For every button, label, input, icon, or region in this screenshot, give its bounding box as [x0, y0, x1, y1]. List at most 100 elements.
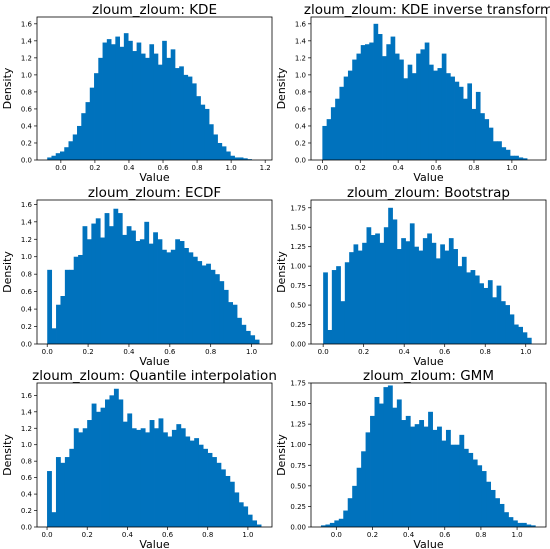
histogram-bar: [157, 64, 163, 160]
histogram-bar: [331, 270, 337, 344]
y-axis-label: Density: [1, 434, 14, 476]
histogram-bars: [47, 388, 262, 527]
histogram-bar: [518, 326, 523, 344]
y-tick-label: 0.2: [21, 139, 32, 147]
axes-frame: [36, 16, 273, 161]
histogram-bar: [219, 281, 225, 344]
histogram-bar: [505, 305, 510, 344]
histogram-bar: [343, 76, 349, 160]
histogram-bar: [234, 492, 240, 527]
histogram-bar: [424, 42, 430, 160]
y-tick-label: 1.75: [290, 204, 306, 212]
histogram-bars: [320, 385, 536, 527]
histogram-bar: [474, 275, 480, 344]
y-tick-label: 1.0: [21, 253, 32, 261]
x-tick-label: 0.4: [399, 348, 411, 356]
histogram-bar: [508, 517, 514, 527]
histogram-bar: [111, 44, 116, 160]
y-tick-label: 0.4: [21, 306, 33, 314]
histogram-bar: [238, 157, 244, 160]
x-tick-label: 0.0: [331, 531, 342, 539]
histogram-bar: [334, 520, 340, 527]
y-tick-label: 1.25: [290, 243, 306, 251]
histogram-bar: [59, 151, 65, 160]
histogram-bar: [357, 250, 363, 344]
histogram-bar: [68, 141, 74, 160]
y-axis-label: Density: [275, 434, 288, 476]
x-tick-label: 0.4: [122, 531, 134, 539]
x-tick-label: 0.0: [41, 531, 52, 539]
y-tick-label: 0.4: [21, 122, 33, 130]
histogram-bar: [514, 155, 519, 160]
histogram-bar: [428, 64, 434, 160]
x-tick-label: 1.0: [246, 348, 257, 356]
y-axis-label: Density: [1, 67, 14, 109]
histogram-bar: [401, 238, 406, 344]
histogram-bar: [458, 86, 464, 160]
histogram-bar: [174, 68, 180, 160]
histogram-bar: [513, 324, 519, 344]
histogram-bar: [217, 142, 223, 160]
histogram-bar: [221, 146, 227, 160]
y-axis-label: Density: [275, 251, 288, 293]
x-tick-label: 0.0: [42, 348, 53, 356]
histogram-bar: [64, 457, 70, 527]
histogram-bar: [499, 503, 505, 527]
x-tick-label: 0.0: [317, 164, 328, 172]
y-tick-label: 0.75: [290, 462, 306, 470]
histogram-bar: [55, 457, 61, 527]
histogram-bar: [105, 399, 110, 527]
axes-frame: [310, 382, 547, 528]
histogram-bar: [369, 42, 374, 160]
axes-frame: [310, 16, 547, 161]
histogram-bar: [366, 227, 372, 344]
y-tick-label: 0.8: [21, 88, 32, 96]
histogram-bar: [64, 147, 69, 160]
histogram-bar: [226, 151, 231, 160]
histogram-bar: [414, 424, 420, 527]
histogram-bar: [467, 83, 473, 160]
y-tick-label: 1.25: [290, 421, 306, 429]
histogram-bar: [388, 207, 393, 344]
histogram-bar: [327, 329, 333, 344]
histogram-bar: [106, 39, 112, 160]
histogram-bar: [254, 339, 260, 344]
histogram-bar: [87, 420, 93, 527]
histogram-bar: [145, 432, 150, 527]
y-tick-label: 1.00: [290, 441, 306, 449]
histogram-bar: [170, 249, 176, 344]
histogram-bar: [243, 158, 248, 160]
histogram-bar: [480, 113, 485, 160]
histogram-bar: [91, 223, 97, 344]
histogram-bar: [78, 432, 84, 527]
y-tick-label: 1.00: [290, 263, 306, 271]
histogram-bar: [85, 102, 91, 160]
histogram-bar: [119, 46, 125, 160]
histogram-bar: [361, 451, 366, 527]
x-tick-label: 0.6: [162, 531, 174, 539]
histogram-bar: [353, 244, 359, 344]
histogram-bar: [77, 125, 82, 160]
histogram-bar: [387, 385, 393, 527]
histogram-bar: [162, 432, 168, 527]
histogram-bar: [490, 489, 496, 527]
x-tick-label: 0.8: [475, 531, 486, 539]
histogram-bar: [522, 158, 528, 160]
histogram-bar: [113, 388, 119, 527]
x-axis-label: Value: [413, 538, 443, 549]
histogram-bar: [405, 415, 411, 527]
x-tick-label: 0.8: [192, 164, 203, 172]
histogram-bar: [472, 459, 478, 527]
histogram-bar: [501, 147, 507, 160]
histogram-bar: [329, 522, 335, 527]
x-axis-label: Value: [413, 171, 443, 184]
histogram-bar: [200, 104, 206, 160]
histogram-bar: [383, 227, 389, 344]
histogram-bar: [82, 226, 88, 344]
histogram-bar: [407, 64, 413, 160]
x-tick-label: 0.6: [439, 531, 451, 539]
histogram-bar: [51, 155, 57, 160]
x-tick-label: 0.8: [205, 348, 216, 356]
y-tick-label: 1.4: [21, 408, 33, 416]
